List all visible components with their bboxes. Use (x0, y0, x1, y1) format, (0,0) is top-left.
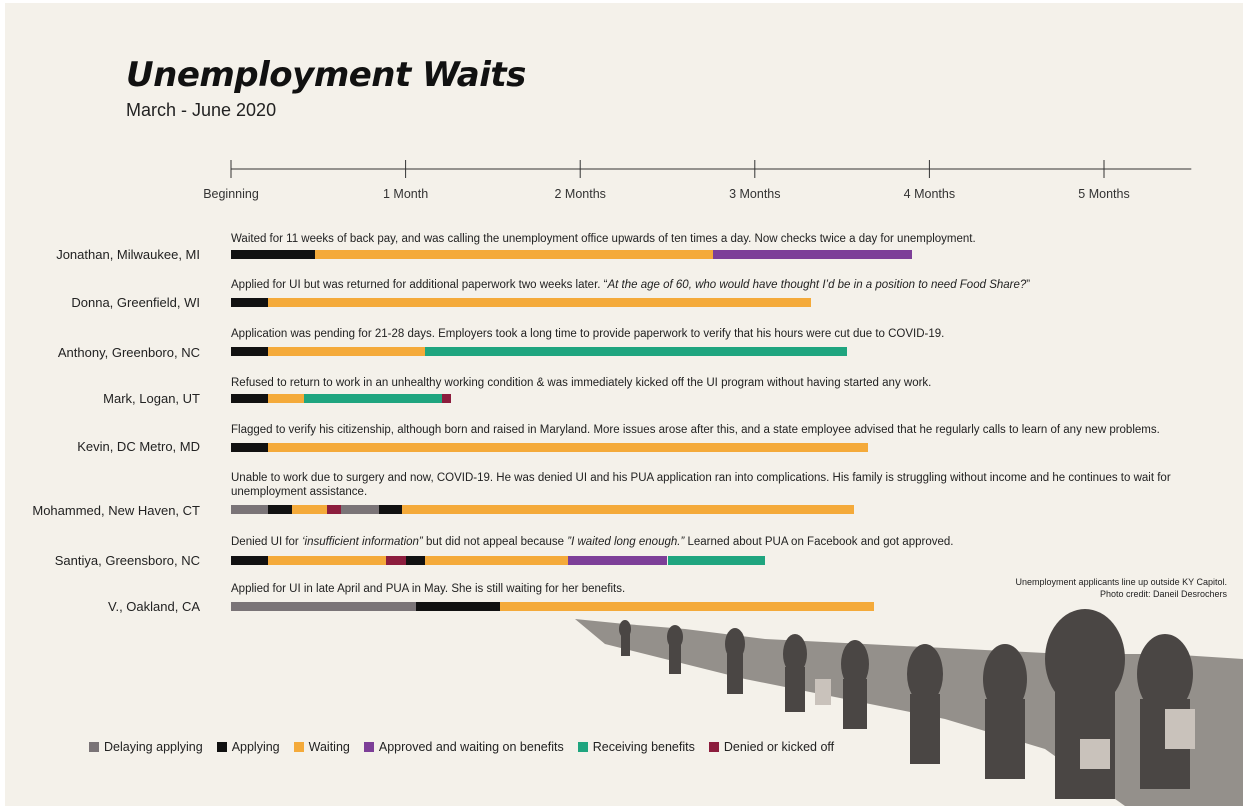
row-description: Denied UI for ‘insufficient information”… (231, 535, 1191, 549)
legend-swatch (293, 742, 304, 752)
bar-segment-delaying (340, 505, 380, 514)
legend: Delaying applying Applying Waiting Approved… (89, 740, 848, 754)
row-description-part: but did not appeal because (422, 536, 568, 548)
bar-segment-applying (416, 602, 500, 611)
legend-item-denied: Denied or kicked off (708, 740, 835, 754)
crowd-photo (575, 609, 1243, 806)
bar-segment-applying (231, 347, 268, 356)
photo-caption-line1: Unemployment applicants line up outside … (1015, 577, 1227, 587)
row-label: Santiya, Greensboro, NC (54, 553, 200, 568)
legend-swatch (577, 742, 588, 752)
x-axis-tick-label: 1 Month (383, 187, 429, 201)
chart-subtitle: March - June 2020 (126, 100, 277, 120)
row-description-part: ” (1026, 279, 1031, 291)
bar-segment-waiting (402, 505, 855, 514)
legend-label: Denied or kicked off (723, 740, 835, 754)
x-axis (230, 160, 1192, 178)
row-description: Unable to work due to surgery and now, C… (231, 472, 1171, 498)
legend-item-applying: Applying (216, 740, 280, 754)
bar-segment-receiving (424, 347, 848, 356)
x-axis-tick-label: Beginning (203, 187, 259, 201)
photo-caption: Unemployment applicants line up outside … (1016, 576, 1227, 600)
x-axis-tick-label: 2 Months (554, 187, 606, 201)
row-description: Flagged to verify his citizenship, altho… (231, 424, 1160, 436)
bar-segment-waiting (267, 394, 305, 403)
bar-segment-applying (405, 556, 425, 565)
bar-segment-approved (712, 250, 912, 259)
row-description-part: Denied UI for (231, 536, 302, 548)
bar-segment-applying (231, 298, 268, 307)
legend-label: Receiving benefits (592, 740, 695, 754)
bar-segment-delaying (231, 505, 268, 514)
row-description-part: ‘insufficient information” (301, 536, 423, 548)
row-label: Mohammed, New Haven, CT (32, 503, 200, 518)
bar-segment-waiting (267, 556, 387, 565)
bar-segment-approved (567, 556, 668, 565)
row-description: Application was pending for 21-28 days. … (231, 328, 945, 340)
row-description-part: Applied for UI but was returned for addi… (231, 279, 608, 291)
chart-title: Unemployment Waits (126, 55, 526, 95)
x-axis-tick-label: 5 Months (1078, 187, 1130, 201)
photo-caption-line2: Photo credit: Daneil Desrochers (1099, 589, 1227, 599)
row-description-part: At the age of 60, who would have thought… (607, 279, 1027, 291)
row-label: Jonathan, Milwaukee, MI (56, 247, 200, 262)
bar-segment-applying (231, 556, 268, 565)
row-label: V., Oakland, CA (107, 599, 200, 614)
legend-item-waiting: Waiting (293, 740, 350, 754)
bar-segment-waiting (499, 602, 874, 611)
bar-segment-applying (231, 250, 315, 259)
legend-item-delaying: Delaying applying (89, 740, 203, 754)
x-axis-tick-label: 3 Months (729, 187, 781, 201)
legend-swatch (708, 742, 719, 752)
x-axis-tick-label: 4 Months (903, 187, 956, 201)
bar-segment-waiting (424, 556, 568, 565)
bar-segment-waiting (267, 443, 869, 452)
row-description: Refused to return to work in an unhealth… (231, 377, 932, 389)
bar-segment-denied (327, 505, 341, 514)
bar-segment-waiting (267, 298, 811, 307)
row-label: Anthony, Greenboro, NC (57, 345, 200, 360)
bar-segment-applying (379, 505, 403, 514)
bar-segment-denied (386, 556, 406, 565)
bar-segment-applying (231, 443, 268, 452)
bar-segment-waiting (267, 347, 425, 356)
row-description: Applied for UI but was returned for addi… (231, 278, 1191, 292)
bar-segment-waiting (314, 250, 713, 259)
row-description-part: Learned about PUA on Facebook and got ap… (684, 536, 954, 548)
row-label: Kevin, DC Metro, MD (77, 439, 200, 454)
legend-item-approved: Approved and waiting on benefits (363, 740, 564, 754)
legend-label: Waiting (308, 740, 350, 754)
row-label: Donna, Greenfield, WI (71, 295, 200, 310)
bar-segment-receiving (667, 556, 766, 565)
row-description: Applied for UI in late April and PUA in … (231, 583, 626, 595)
bar-segment-waiting (292, 505, 328, 514)
legend-item-receiving: Receiving benefits (577, 740, 695, 754)
bar-segment-applying (267, 505, 293, 514)
legend-label: Delaying applying (104, 740, 203, 754)
legend-swatch (216, 742, 227, 752)
chart-canvas: Unemployment Waits March - June 2020 Beg… (5, 3, 1243, 806)
row-label: Mark, Logan, UT (103, 391, 200, 406)
bar-segment-applying (231, 394, 268, 403)
legend-swatch (89, 742, 99, 752)
row-description: Waited for 11 weeks of back pay, and was… (231, 233, 976, 245)
bar-segment-delaying (231, 602, 417, 611)
bar-segment-receiving (304, 394, 443, 403)
legend-label: Approved and waiting on benefits (378, 740, 564, 754)
legend-label: Applying (231, 740, 280, 754)
bar-segment-denied (442, 394, 451, 403)
legend-swatch (363, 742, 374, 752)
row-description-part: ”I waited long enough.” (567, 536, 685, 548)
